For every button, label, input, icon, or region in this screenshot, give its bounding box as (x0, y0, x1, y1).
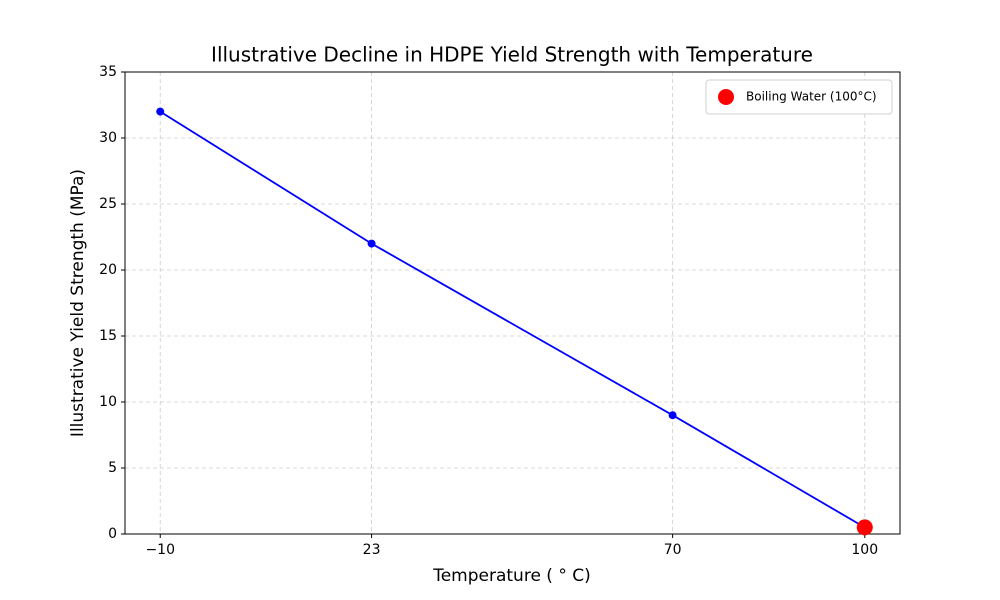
y-tick-label: 35 (99, 64, 117, 80)
line-marker (367, 239, 376, 248)
x-tick-label: 23 (363, 542, 381, 558)
y-tick-label: 20 (99, 262, 117, 278)
scatter-point (856, 519, 873, 536)
legend: Boiling Water (100°C) (705, 79, 893, 115)
line-marker (668, 411, 677, 420)
plot-frame (124, 71, 901, 535)
line-marker (156, 107, 165, 116)
legend-label: Boiling Water (100°C) (746, 90, 877, 104)
x-tick-label: 70 (664, 542, 682, 558)
chart-title: Illustrative Decline in HDPE Yield Stren… (211, 43, 813, 67)
line (159, 110, 866, 529)
y-tick-label: 0 (108, 526, 117, 542)
y-tick-label: 25 (99, 196, 117, 212)
y-tick-label: 10 (99, 394, 117, 410)
legend-frame (705, 79, 893, 115)
legend-marker (718, 89, 734, 105)
y-axis-label: Illustrative Yield Strength (MPa) (68, 169, 88, 437)
y-tick-label: 30 (99, 130, 117, 146)
y-tick-label: 5 (108, 460, 117, 476)
x-tick-label: 100 (851, 542, 878, 558)
x-axis-label: Temperature ( ° C) (432, 566, 591, 586)
y-tick-label: 15 (99, 328, 117, 344)
x-tick-label: −10 (145, 542, 175, 558)
